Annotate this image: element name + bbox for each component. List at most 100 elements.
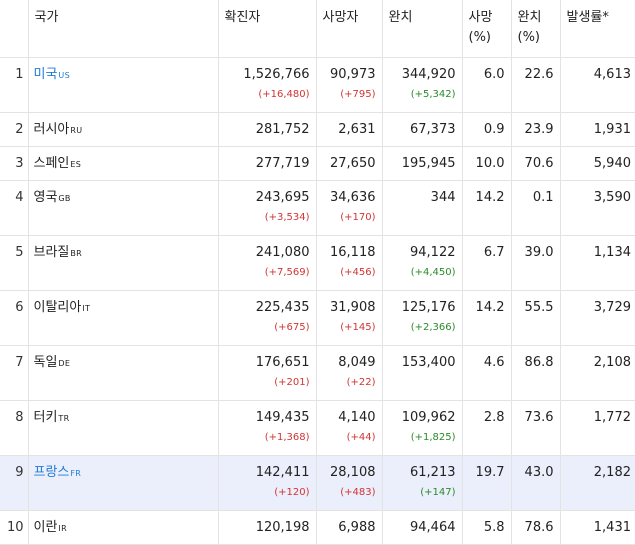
deaths-value: 6,988 [338,519,376,535]
death-rate-value: 6.7 [483,244,505,260]
deaths-value: 28,108 [330,464,376,480]
deaths-value: 34,636 [330,189,376,205]
header-country[interactable]: 국가 [27,0,218,58]
country-name: 스페인 [33,155,70,171]
rank-number: 10 [6,519,24,535]
table-row[interactable]: 9 프랑스FR 142,411 (+120) 28,108 (+483) 61,213 (+1… [0,455,635,511]
header-death-rate[interactable]: 사망 (%) [461,0,511,58]
recovered-value: 153,400 [401,354,456,370]
recovered-value: 61,213 [410,464,456,480]
recovered-delta: (+5,342) [410,88,456,100]
country-code: RU [70,125,83,135]
deaths-delta: (+795) [340,88,376,100]
header-deaths[interactable]: 사망자 [315,0,382,58]
cases-value: 176,651 [255,354,310,370]
table-row[interactable]: 5 브라질BR 241,080 (+7,569) 16,118 (+456) 94,122 (… [0,235,635,291]
country-link: 터키TR [34,409,70,428]
recovered-value: 125,176 [401,299,456,315]
incidence-value: 2,182 [593,464,631,480]
country-link[interactable]: 미국US [34,66,70,85]
table-row[interactable]: 8 터키TR 149,435 (+1,368) 4,140 (+44) 109,962 (+1… [0,400,635,456]
table-row[interactable]: 2 러시아RU 281,752 2,631 67,373 0.9 23.9 1,931 [0,112,635,147]
country-name: 이란 [33,519,58,535]
country-link[interactable]: 프랑스FR [34,464,82,483]
cases-delta: (+7,569) [264,266,310,278]
cases-value: 149,435 [255,409,310,425]
incidence-value: 2,108 [593,354,631,370]
country-name: 이탈리아 [33,299,82,315]
cases-delta: (+1,368) [264,431,310,443]
rank-number: 3 [15,155,24,171]
deaths-delta: (+22) [346,376,376,388]
recovery-rate-value: 86.8 [524,354,554,370]
header-cases[interactable]: 확진자 [217,0,316,58]
country-code: FR [70,468,82,478]
death-rate-value: 14.2 [475,299,505,315]
table-row[interactable]: 10 이란IR 120,198 6,988 94,464 5.8 78.6 1,431 [0,510,635,545]
recovered-delta: (+4,450) [410,266,456,278]
header-recovery-rate-line1: 완치 [517,10,542,25]
header-incidence[interactable]: 발생률* [559,0,635,58]
table-row[interactable]: 1 미국US 1,526,766 (+16,480) 90,973 (+795) 344,9… [0,57,635,113]
recovered-value: 94,122 [410,244,456,260]
death-rate-value: 14.2 [475,189,505,205]
deaths-value: 27,650 [330,155,376,171]
recovered-value: 109,962 [401,409,456,425]
recovery-rate-value: 22.6 [524,66,554,82]
death-rate-value: 2.8 [483,409,505,425]
deaths-delta: (+44) [346,431,376,443]
table-row[interactable]: 7 독일DE 176,651 (+201) 8,049 (+22) 153,400 4.6 86… [0,345,635,401]
country-name: 터키 [33,409,58,425]
recovered-delta: (+1,825) [410,431,456,443]
country-link: 브라질BR [34,244,83,263]
rank-number: 6 [15,299,24,315]
header-recovered[interactable]: 완치 [381,0,462,58]
death-rate-value: 19.7 [475,464,505,480]
deaths-value: 90,973 [330,66,376,82]
cases-value: 225,435 [255,299,310,315]
country-link: 스페인ES [34,155,82,174]
deaths-value: 31,908 [330,299,376,315]
rank-number: 2 [15,121,24,137]
recovery-rate-value: 78.6 [524,519,554,535]
rank-number: 5 [15,244,24,260]
table-row[interactable]: 4 영국GB 243,695 (+3,534) 34,636 (+170) 344 14.2 0… [0,180,635,236]
cases-value: 142,411 [255,464,310,480]
recovered-value: 94,464 [410,519,456,535]
deaths-value: 2,631 [338,121,376,137]
cases-delta: (+3,534) [264,211,310,223]
death-rate-value: 0.9 [483,121,505,137]
country-code: DE [58,358,71,368]
country-code: TR [58,413,70,423]
death-rate-value: 10.0 [475,155,505,171]
rank-number: 4 [15,189,24,205]
death-rate-value: 6.0 [483,66,505,82]
country-code: IT [82,303,91,313]
incidence-value: 5,940 [593,155,631,171]
table-row[interactable]: 6 이탈리아IT 225,435 (+675) 31,908 (+145) 125,176 (… [0,290,635,346]
cases-value: 277,719 [255,155,310,171]
recovered-value: 344,920 [401,66,456,82]
incidence-value: 1,431 [593,519,631,535]
cases-value: 281,752 [255,121,310,137]
recovery-rate-value: 55.5 [524,299,554,315]
header-recovery-rate[interactable]: 완치 (%) [510,0,560,58]
incidence-value: 3,590 [593,189,631,205]
deaths-delta: (+456) [340,266,376,278]
country-name: 미국 [33,66,58,82]
country-code: GB [58,193,71,203]
country-name: 프랑스 [33,464,70,480]
table-row[interactable]: 3 스페인ES 277,719 27,650 195,945 10.0 70.6 5,940 [0,146,635,181]
recovered-value: 195,945 [401,155,456,171]
header-death-rate-line1: 사망 [468,10,493,25]
cases-value: 243,695 [255,189,310,205]
country-name: 브라질 [33,244,70,260]
recovery-rate-value: 39.0 [524,244,554,260]
cases-delta: (+201) [274,376,310,388]
recovery-rate-value: 23.9 [524,121,554,137]
country-link: 이탈리아IT [34,299,91,318]
header-rank [0,0,28,58]
recovery-rate-value: 73.6 [524,409,554,425]
country-link: 영국GB [34,189,71,208]
